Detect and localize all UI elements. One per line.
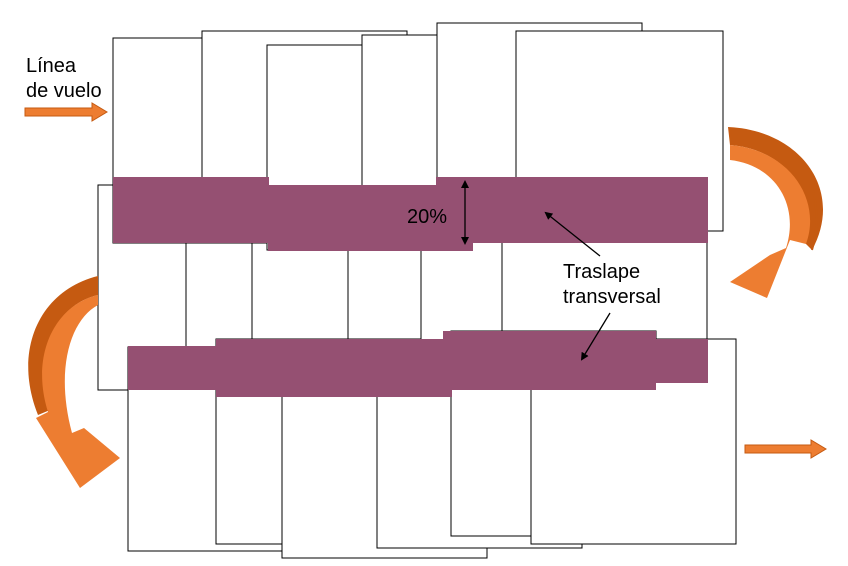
flight-line-label-2: de vuelo [26,80,102,102]
overlap-label-1: Traslape [563,261,641,283]
overlap-label-2: transversal [563,286,661,308]
right-turn-arrow [728,127,824,298]
flight-line-start-arrow [24,102,108,122]
percentage-label: 20% [407,206,448,228]
flight-line-label-1: Línea [26,55,77,77]
overlap-band-upper [113,177,708,251]
overlap-band-lower [128,331,708,397]
leader-arrow-upper [544,211,601,257]
leader-arrow-lower [580,312,611,361]
left-turn-arrow [28,276,120,488]
flight-line-end-arrow [744,439,827,459]
